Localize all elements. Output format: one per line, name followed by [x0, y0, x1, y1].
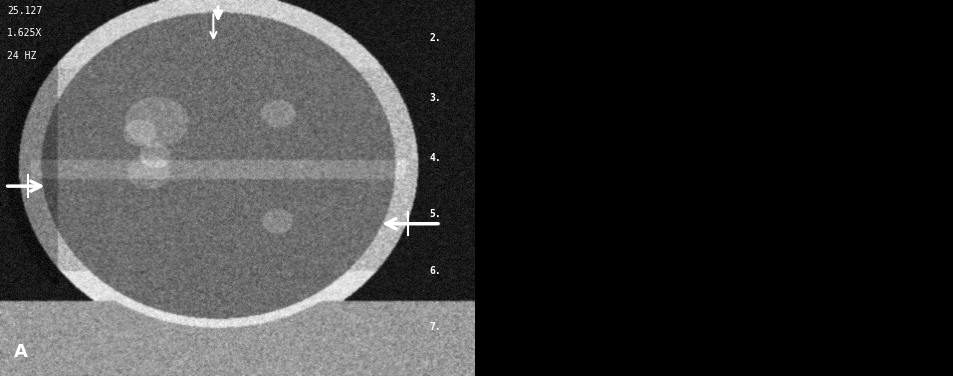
Text: 7.: 7. [429, 322, 440, 332]
Text: 24 HZ: 24 HZ [7, 51, 36, 61]
Text: B: B [542, 334, 556, 352]
Text: 2.: 2. [429, 33, 440, 42]
Text: 6.: 6. [429, 266, 440, 276]
Text: 1.625X: 1.625X [7, 28, 42, 38]
Text: 25.127: 25.127 [7, 6, 42, 16]
Text: 5.: 5. [429, 209, 440, 219]
Text: 3.: 3. [429, 93, 440, 103]
Text: A: A [14, 343, 28, 361]
Text: 4.: 4. [429, 153, 440, 163]
